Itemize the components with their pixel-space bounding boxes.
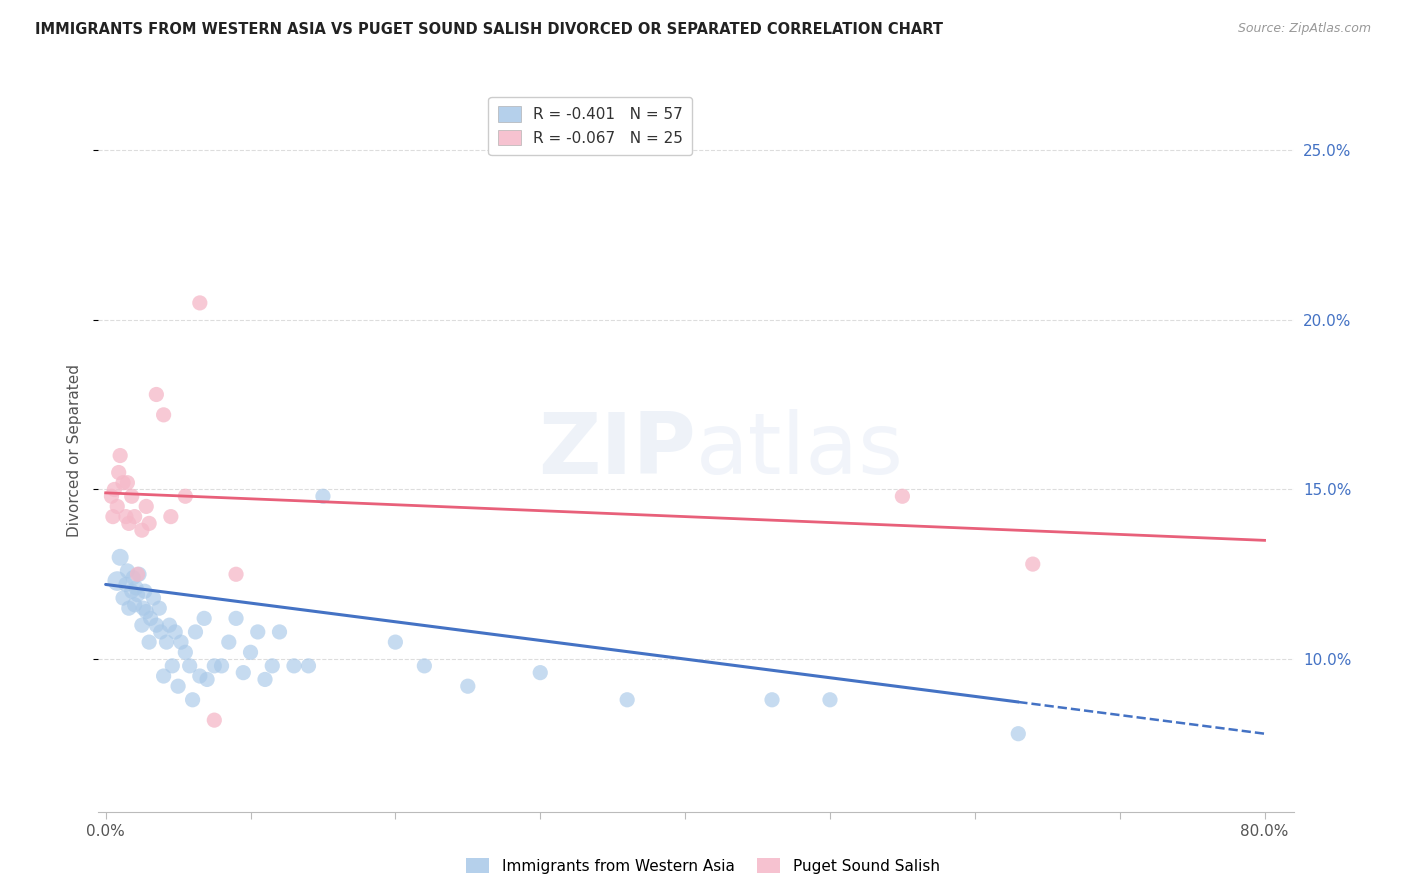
- Point: [103, 483, 125, 497]
- Point: [253, 673, 276, 687]
- Point: [107, 466, 129, 480]
- Point: [195, 673, 218, 687]
- Point: [170, 635, 193, 649]
- Point: [148, 601, 170, 615]
- Point: [165, 624, 187, 639]
- Legend: Immigrants from Western Asia, Puget Sound Salish: Immigrants from Western Asia, Puget Soun…: [460, 852, 946, 880]
- Point: [202, 658, 225, 673]
- Point: [181, 693, 204, 707]
- Point: [155, 635, 177, 649]
- Point: [162, 658, 184, 673]
- Text: ZIP: ZIP: [538, 409, 696, 492]
- Point: [105, 500, 128, 514]
- Point: [297, 658, 319, 673]
- Point: [384, 635, 406, 649]
- Point: [117, 564, 139, 578]
- Point: [145, 618, 167, 632]
- Point: [193, 611, 215, 625]
- Point: [188, 669, 211, 683]
- Point: [246, 624, 269, 639]
- Point: [135, 500, 157, 514]
- Point: [117, 475, 139, 490]
- Point: [131, 618, 153, 632]
- Point: [1007, 727, 1029, 741]
- Text: IMMIGRANTS FROM WESTERN ASIA VS PUGET SOUND SALISH DIVORCED OR SEPARATED CORRELA: IMMIGRANTS FROM WESTERN ASIA VS PUGET SO…: [35, 22, 943, 37]
- Point: [174, 489, 197, 503]
- Point: [152, 408, 174, 422]
- Point: [145, 387, 167, 401]
- Point: [149, 624, 172, 639]
- Point: [239, 645, 262, 659]
- Point: [115, 509, 138, 524]
- Point: [125, 581, 148, 595]
- Point: [218, 635, 240, 649]
- Point: [167, 679, 190, 693]
- Point: [188, 296, 211, 310]
- Point: [122, 571, 145, 585]
- Point: [179, 658, 201, 673]
- Legend: R = -0.401   N = 57, R = -0.067   N = 25: R = -0.401 N = 57, R = -0.067 N = 25: [488, 97, 692, 155]
- Point: [118, 516, 141, 531]
- Point: [138, 635, 160, 649]
- Point: [160, 509, 183, 524]
- Point: [457, 679, 479, 693]
- Point: [232, 665, 254, 680]
- Point: [312, 489, 335, 503]
- Point: [105, 574, 128, 588]
- Point: [818, 693, 841, 707]
- Point: [761, 693, 783, 707]
- Point: [152, 669, 174, 683]
- Point: [225, 567, 247, 582]
- Point: [124, 509, 146, 524]
- Point: [142, 591, 165, 605]
- Point: [174, 645, 197, 659]
- Point: [211, 658, 233, 673]
- Point: [138, 516, 160, 531]
- Point: [202, 713, 225, 727]
- Point: [127, 588, 149, 602]
- Point: [891, 489, 914, 503]
- Point: [283, 658, 305, 673]
- Point: [135, 605, 157, 619]
- Point: [121, 584, 143, 599]
- Point: [112, 475, 135, 490]
- Point: [115, 577, 138, 591]
- Point: [112, 591, 135, 605]
- Point: [128, 567, 150, 582]
- Point: [1022, 557, 1045, 571]
- Point: [139, 611, 162, 625]
- Point: [121, 489, 143, 503]
- Text: atlas: atlas: [696, 409, 904, 492]
- Point: [108, 550, 131, 565]
- Point: [100, 489, 122, 503]
- Point: [127, 567, 149, 582]
- Point: [616, 693, 638, 707]
- Point: [134, 584, 156, 599]
- Point: [132, 601, 155, 615]
- Y-axis label: Divorced or Separated: Divorced or Separated: [66, 364, 82, 537]
- Point: [225, 611, 247, 625]
- Point: [131, 523, 153, 537]
- Point: [269, 624, 291, 639]
- Point: [118, 601, 141, 615]
- Point: [262, 658, 284, 673]
- Point: [101, 509, 124, 524]
- Point: [124, 598, 146, 612]
- Point: [184, 624, 207, 639]
- Point: [157, 618, 180, 632]
- Text: Source: ZipAtlas.com: Source: ZipAtlas.com: [1237, 22, 1371, 36]
- Point: [108, 449, 131, 463]
- Point: [529, 665, 551, 680]
- Point: [413, 658, 436, 673]
